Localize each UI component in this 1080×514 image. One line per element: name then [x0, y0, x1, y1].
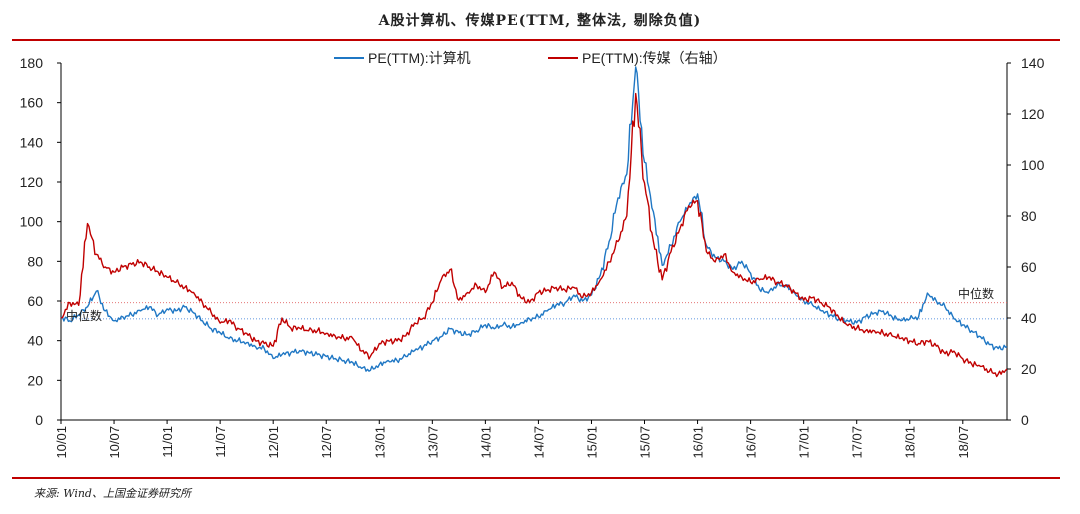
x-tick-label: 14/07 [531, 426, 546, 459]
x-tick-label: 10/07 [107, 426, 122, 459]
left-tick-label: 140 [20, 134, 44, 150]
x-tick-label: 17/01 [797, 426, 812, 459]
x-tick-label: 13/01 [372, 426, 387, 459]
legend-label: PE(TTM):计算机 [368, 50, 471, 66]
left-tick-label: 120 [20, 174, 44, 190]
x-tick-label: 15/07 [638, 426, 653, 459]
left-tick-label: 40 [27, 333, 43, 349]
x-tick-label: 17/07 [850, 426, 865, 459]
x-tick-label: 12/07 [319, 426, 334, 459]
left-tick-label: 0 [35, 412, 43, 428]
x-tick-label: 13/07 [425, 426, 440, 459]
x-tick-label: 18/07 [956, 426, 971, 459]
x-tick-label: 15/01 [584, 426, 599, 459]
x-tick-label: 10/01 [54, 426, 69, 459]
legend-label: PE(TTM):传媒（右轴） [582, 50, 727, 66]
series-line-media [60, 92, 1008, 378]
left-tick-label: 20 [27, 372, 43, 388]
top-divider [12, 39, 1060, 41]
right-tick-label: 80 [1021, 208, 1037, 224]
median-label-left: 中位数 [66, 308, 102, 323]
legend: PE(TTM):计算机 PE(TTM):传媒（右轴） [334, 50, 727, 66]
left-tick-label: 80 [27, 253, 43, 269]
x-tick-label: 16/01 [691, 426, 706, 459]
x-tick-label: 14/01 [478, 426, 493, 459]
left-y-axis: 0 20 40 60 80 100 120 140 160 180 [20, 55, 61, 428]
x-tick-label: 11/01 [160, 426, 175, 458]
plot-frame [60, 63, 1008, 421]
series-line-computer [60, 66, 1008, 372]
right-tick-label: 40 [1021, 310, 1037, 326]
right-tick-label: 140 [1021, 55, 1045, 71]
pe-line-chart: 0 20 40 60 80 100 120 140 160 180 0 20 40 60 80 100 120… [20, 50, 1045, 459]
source-note: 来源: Wind、上国金证券研究所 [34, 487, 191, 500]
chart-title: A股计算机、传媒PE(TTM, 整体法, 剔除负值) [378, 13, 702, 29]
x-tick-label: 11/07 [213, 426, 228, 458]
x-tick-label: 12/01 [266, 426, 281, 459]
left-tick-label: 180 [20, 55, 44, 71]
left-tick-label: 100 [20, 214, 44, 230]
series-lines [60, 66, 1008, 378]
right-tick-label: 0 [1021, 412, 1029, 428]
left-tick-label: 60 [27, 293, 43, 309]
bottom-divider [12, 477, 1060, 479]
right-tick-label: 120 [1021, 106, 1045, 122]
x-tick-label: 16/07 [744, 426, 759, 459]
x-tick-label: 18/01 [903, 426, 918, 459]
right-y-axis: 0 20 40 60 80 100 120 140 [1007, 55, 1045, 428]
right-tick-label: 100 [1021, 157, 1045, 173]
right-tick-label: 20 [1021, 361, 1037, 377]
x-axis: 10/01 10/07 11/01 11/07 12/01 12/07 13/01 13/07… [54, 420, 971, 459]
right-tick-label: 60 [1021, 259, 1037, 275]
median-label-right: 中位数 [958, 286, 994, 301]
left-tick-label: 160 [20, 95, 44, 111]
